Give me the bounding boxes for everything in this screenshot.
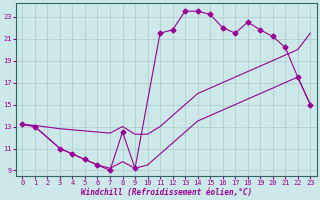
X-axis label: Windchill (Refroidissement éolien,°C): Windchill (Refroidissement éolien,°C) [81,188,252,197]
